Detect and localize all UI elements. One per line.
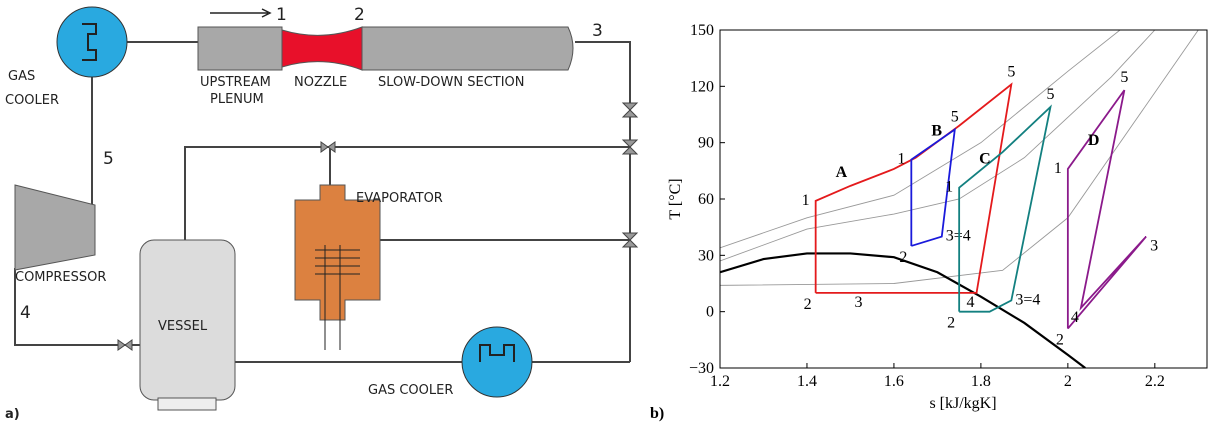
label: COOLER [5, 93, 59, 108]
y-axis-label: T [°C] [667, 178, 684, 219]
point-label: 1 [1054, 160, 1062, 177]
label: COMPRESSOR [15, 270, 106, 285]
point-number: 2 [354, 5, 365, 25]
point-number: 5 [103, 149, 114, 169]
point-label: 5 [1120, 69, 1128, 86]
point-label: 4 [1071, 309, 1079, 326]
y-tick-label: 60 [698, 191, 714, 208]
series-line [958, 104, 1052, 313]
valves [117, 102, 639, 351]
chart: b) s [kJ/kgK] T [°C] 1.2 1.4 1.6 1.8 2 2.2 −30… [650, 22, 1208, 422]
cooler-coil [479, 344, 515, 362]
label: EVAPORATOR [356, 191, 443, 206]
point-label: 2 [1056, 332, 1064, 349]
point-label: 2 [899, 249, 907, 266]
label: NOZZLE [294, 75, 347, 90]
point-number: 4 [20, 303, 31, 323]
point-label: 1 [802, 192, 810, 209]
label: VESSEL [158, 319, 208, 334]
evaporator-coil [315, 245, 360, 350]
flow-arrow [210, 8, 272, 18]
cooler-coil [82, 23, 97, 61]
x-tick-label: 2 [1064, 373, 1072, 390]
point-label: 5 [1046, 86, 1054, 103]
series-line [720, 30, 1199, 286]
slowdown-section [361, 26, 574, 71]
label: GAS [8, 69, 35, 84]
x-tick-label: 1.4 [797, 373, 817, 390]
y-tick-label: 120 [690, 78, 714, 95]
evaporator [294, 184, 381, 321]
plenum [197, 26, 283, 71]
series-line [814, 82, 1013, 294]
panel-label: a) [5, 407, 20, 422]
point-number: 1 [276, 5, 287, 25]
gas-cooler [56, 6, 128, 78]
label: UPSTREAM [200, 75, 271, 90]
plot-frame [719, 29, 1208, 369]
label: GAS COOLER [368, 383, 453, 398]
point-number: 3 [592, 21, 603, 41]
x-tick-label: 1.6 [884, 373, 904, 390]
series-label: D [1088, 132, 1100, 149]
y-tick-label: 0 [706, 304, 714, 321]
point-label: 3=4 [1015, 291, 1040, 308]
compressor [14, 184, 96, 271]
series-line [720, 30, 1121, 249]
x-tick-label: 1.8 [971, 373, 991, 390]
point-label: 2 [804, 296, 812, 313]
point-label: 2 [947, 315, 955, 332]
series-label: C [979, 151, 991, 168]
y-tick-label: 150 [690, 22, 714, 39]
point-label: 3 [854, 294, 862, 311]
point-label: 4 [967, 294, 975, 311]
series-line [1066, 89, 1147, 330]
point-label: 1 [897, 151, 905, 168]
heater [157, 397, 217, 411]
series-line [720, 252, 1086, 368]
point-label: 1 [945, 179, 953, 196]
pipe [14, 41, 631, 363]
panel-label: b) [650, 405, 664, 422]
series-line [910, 127, 956, 247]
y-tick-label: −30 [689, 360, 714, 377]
nozzle [281, 26, 363, 71]
label: SLOW-DOWN SECTION [378, 75, 525, 90]
point-label: 5 [1007, 63, 1015, 80]
y-tick-label: 90 [698, 135, 714, 152]
series-label: A [836, 164, 848, 181]
gas-cooler [461, 326, 533, 398]
point-label: 3 [1150, 238, 1158, 255]
series-label: B [931, 123, 942, 140]
label: PLENUM [210, 92, 264, 107]
y-tick-label: 30 [698, 247, 714, 264]
x-tick-label: 2.2 [1145, 373, 1165, 390]
diagram: GAS COOLER UPSTREAM PLENUM NOZZLE SLOW-D… [5, 5, 639, 422]
point-label: 5 [951, 109, 959, 126]
x-tick-label: 1.2 [710, 373, 730, 390]
x-axis-label: s [kJ/kgK] [929, 395, 996, 412]
